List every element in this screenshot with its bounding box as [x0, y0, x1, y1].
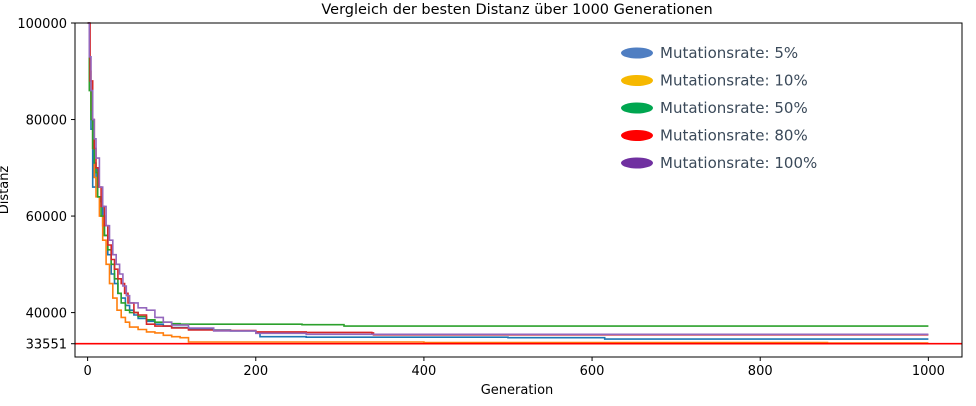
- legend-marker: [621, 157, 653, 169]
- plot-frame: [74, 22, 963, 358]
- axes: 0 200 400 600 800 1000 33551 40000 60000 80000 100…: [17, 17, 963, 379]
- legend-marker: [621, 47, 653, 59]
- legend-label: Mutationsrate: 80%: [660, 127, 808, 145]
- legend-item: Mutationsrate: 5%: [621, 44, 798, 62]
- series-lines: [87, 22, 929, 344]
- x-tick-label: 200: [243, 364, 268, 379]
- legend-item: Mutationsrate: 80%: [621, 127, 808, 145]
- legend: Mutationsrate: 5% Mutationsrate: 10% Mutat…: [621, 44, 817, 172]
- legend-label: Mutationsrate: 100%: [660, 154, 817, 172]
- series-line-4: [87, 22, 929, 336]
- legend-label: Mutationsrate: 5%: [660, 44, 798, 62]
- chart-title: Vergleich der besten Distanz über 1000 G…: [321, 2, 712, 18]
- legend-item: Mutationsrate: 100%: [621, 154, 817, 172]
- legend-marker: [621, 75, 653, 86]
- y-tick-label: 40000: [26, 307, 67, 322]
- x-tick-label: 800: [748, 364, 773, 379]
- series-line-1: [87, 22, 929, 340]
- legend-label: Mutationsrate: 50%: [660, 99, 808, 117]
- legend-item: Mutationsrate: 50%: [621, 99, 808, 117]
- legend-label: Mutationsrate: 10%: [660, 72, 808, 90]
- x-tick-label: 0: [83, 364, 91, 379]
- x-tick-label: 600: [580, 364, 605, 379]
- series-line-5: [87, 22, 929, 336]
- x-axis-label: Generation: [481, 383, 554, 398]
- legend-item: Mutationsrate: 10%: [621, 72, 808, 90]
- y-tick-label: 60000: [26, 210, 67, 225]
- legend-marker: [621, 102, 653, 114]
- y-tick-label: 33551: [26, 338, 67, 353]
- series-line-2: [87, 22, 929, 344]
- x-tick-label: 1000: [912, 364, 945, 379]
- series-line-3: [87, 22, 929, 327]
- x-tick-label: 400: [412, 364, 437, 379]
- y-tick-label: 80000: [26, 114, 67, 129]
- y-axis-label: Distanz: [0, 166, 12, 215]
- legend-marker: [621, 130, 653, 141]
- y-tick-label: 100000: [17, 17, 67, 32]
